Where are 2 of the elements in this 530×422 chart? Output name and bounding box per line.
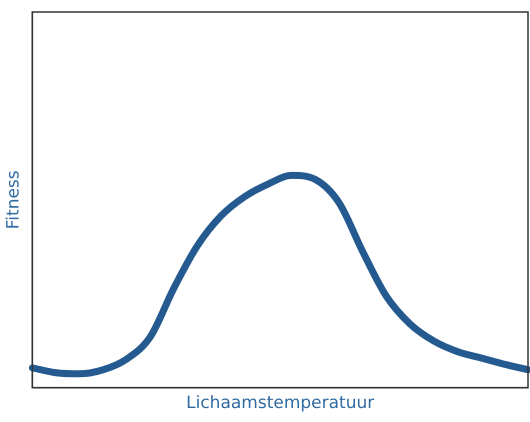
- x-axis-title: Lichaamstemperatuur: [186, 393, 374, 414]
- y-axis-title: Fitness: [4, 170, 24, 230]
